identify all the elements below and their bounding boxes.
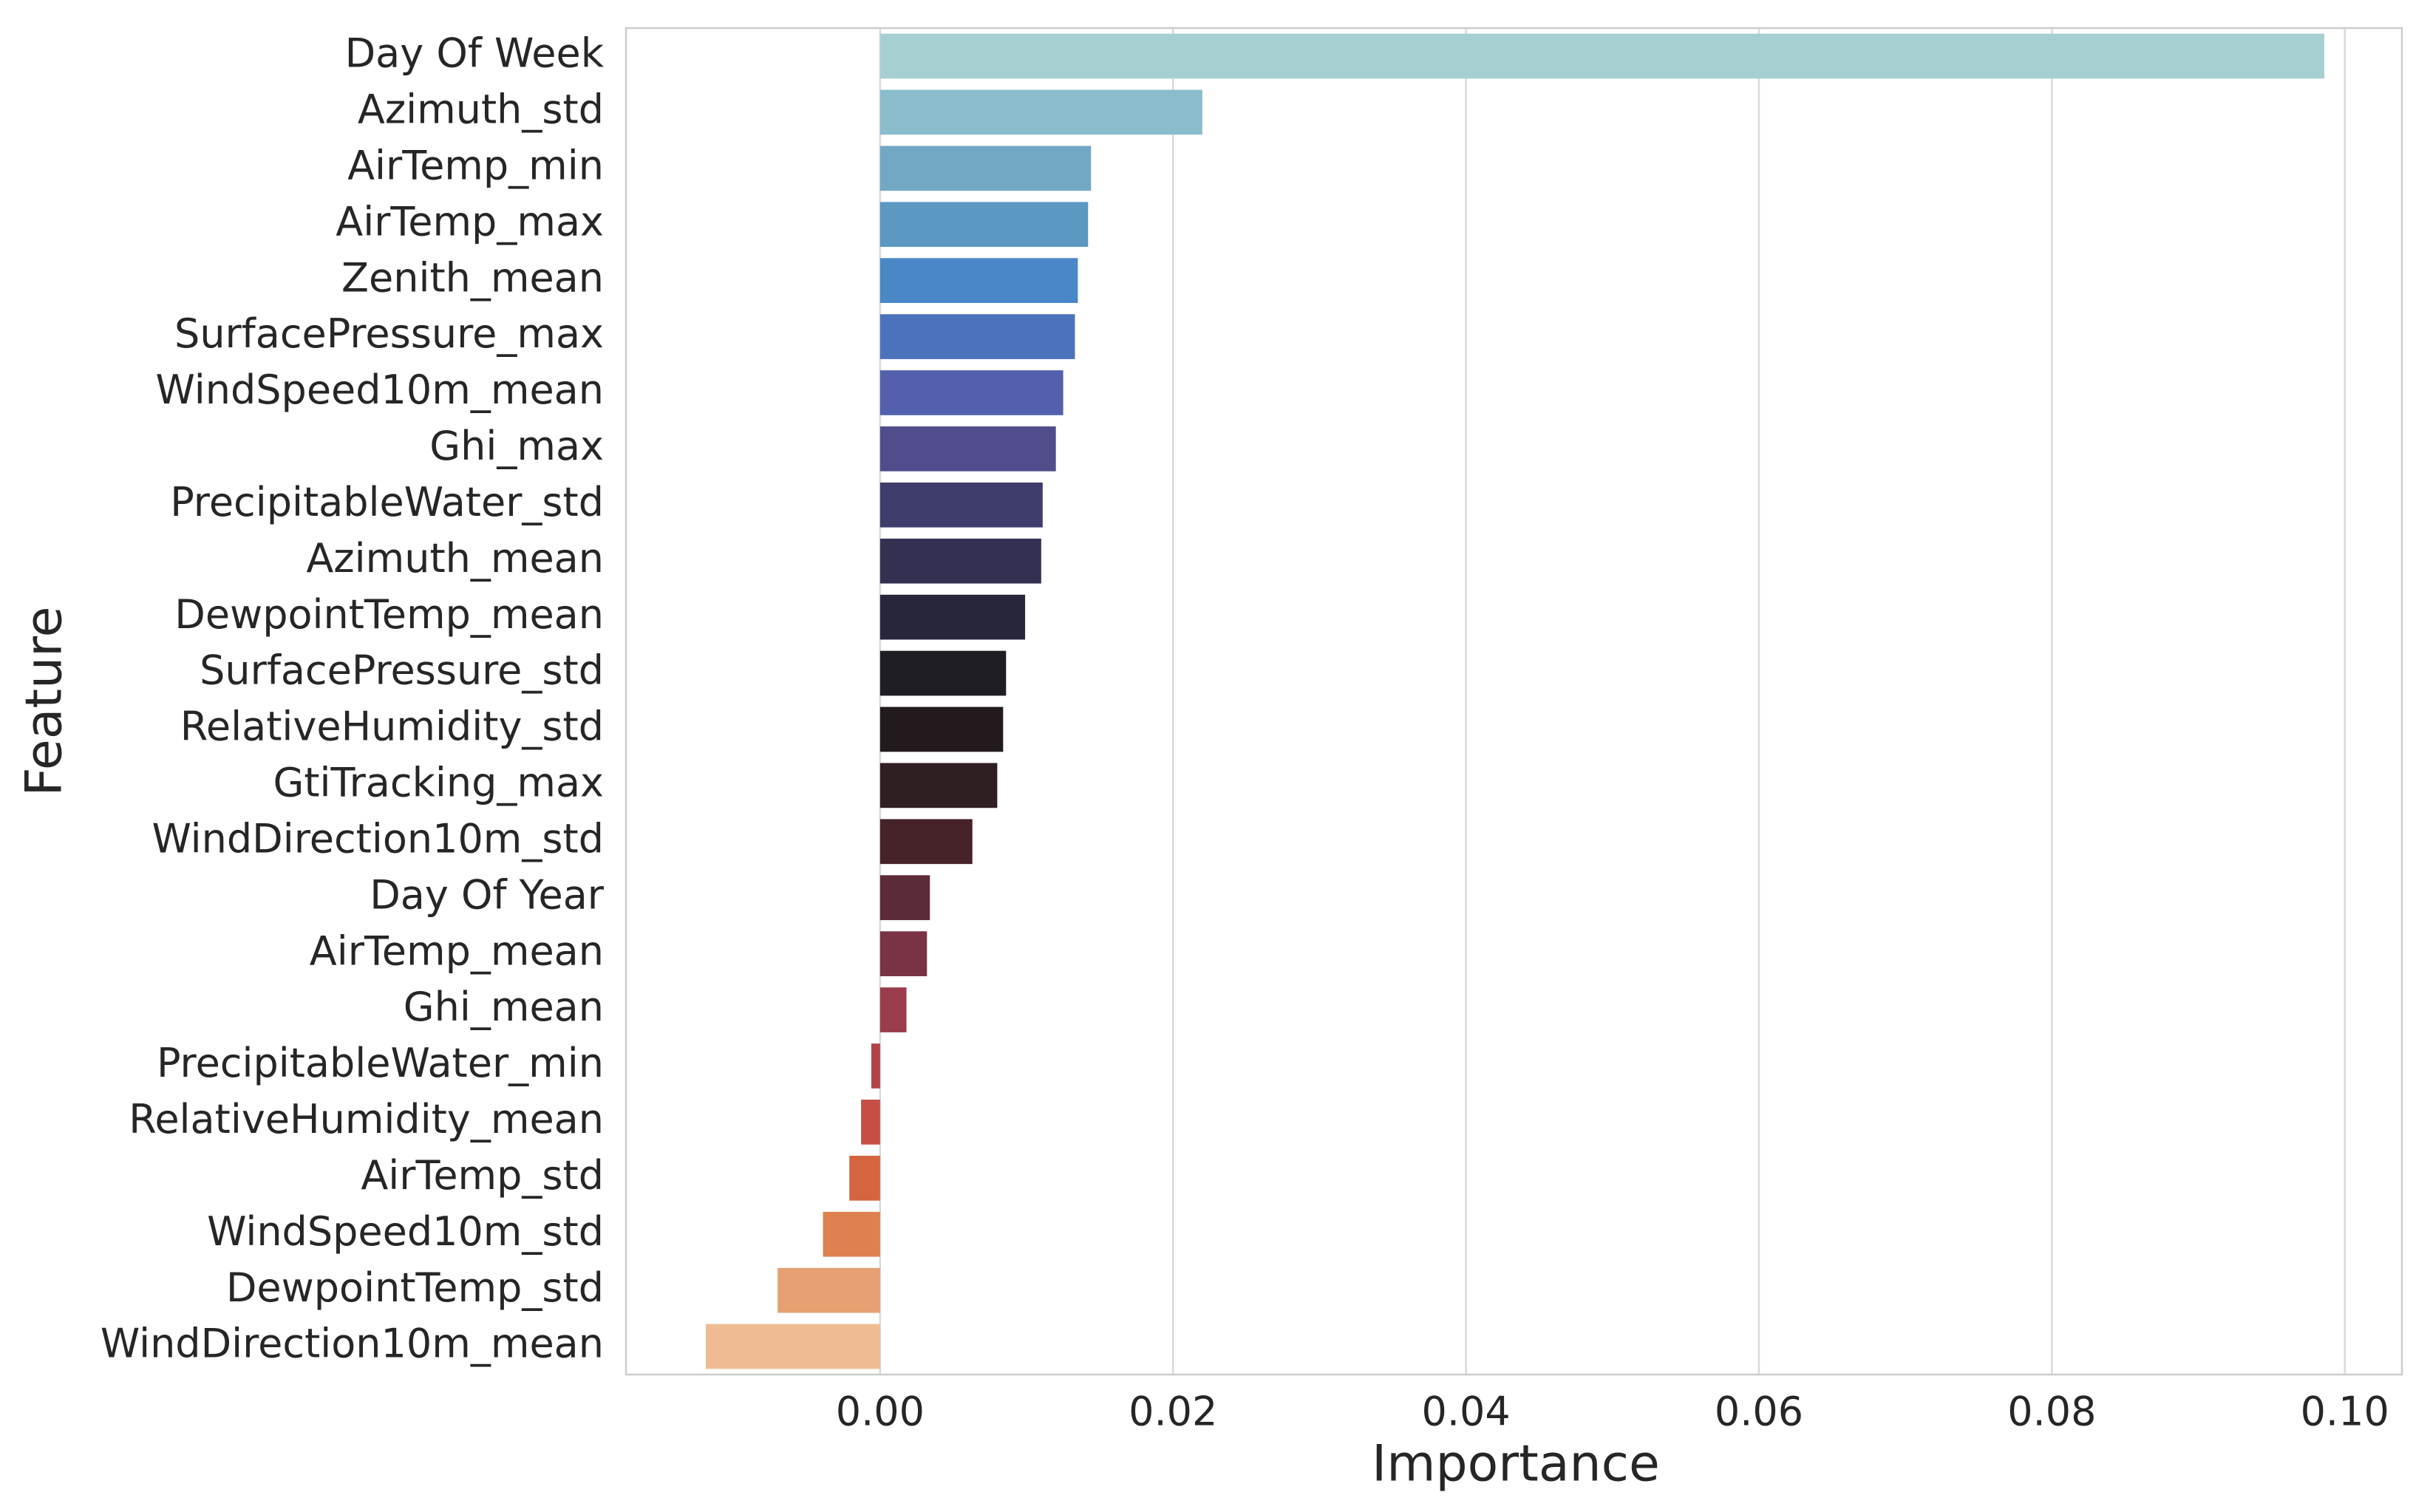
x-tick-label: 0.02 [1129, 1389, 1217, 1435]
y-tick-label: WindDirection10m_std [152, 815, 604, 862]
y-tick-label: GtiTracking_max [273, 760, 604, 806]
bar [879, 33, 2324, 79]
bar [879, 314, 1075, 359]
bar [879, 370, 1063, 415]
bar [879, 482, 1043, 528]
x-axis-label: Importance [1372, 1435, 1660, 1494]
y-tick-label: Ghi_mean [404, 984, 604, 1030]
y-tick-label: WindDirection10m_mean [101, 1321, 604, 1367]
y-tick-label: Day Of Year [370, 871, 605, 918]
y-tick-label: WindSpeed10m_std [207, 1208, 604, 1255]
y-tick-label: RelativeHumidity_std [180, 704, 604, 750]
plot-frame [624, 27, 2403, 1376]
y-tick-label: Day Of Week [345, 30, 605, 77]
bar [879, 258, 1078, 303]
y-tick-label: WindSpeed10m_mean [156, 367, 604, 413]
y-tick-label: PrecipitableWater_std [170, 479, 604, 525]
y-tick-label: AirTemp_std [361, 1152, 604, 1199]
y-tick-label: AirTemp_max [336, 198, 604, 245]
bar [879, 819, 973, 865]
bar [879, 650, 1007, 696]
y-tick-label: SurfacePressure_max [174, 310, 604, 357]
y-tick-label: AirTemp_mean [310, 927, 604, 974]
x-tick-label: 0.06 [1715, 1389, 1803, 1435]
bar [823, 1211, 880, 1257]
y-tick-label: Ghi_max [429, 423, 604, 469]
y-tick-label: PrecipitableWater_min [157, 1040, 604, 1086]
bar [879, 426, 1056, 471]
y-axis-label: Feature [16, 607, 74, 797]
bar [879, 538, 1041, 584]
y-tick-label: AirTemp_min [347, 142, 604, 188]
bar [879, 931, 928, 976]
x-tick-label: 0.10 [2301, 1389, 2389, 1435]
bar [879, 594, 1026, 640]
bar [706, 1324, 880, 1369]
y-tick-label: Azimuth_std [358, 86, 604, 133]
bar [777, 1267, 880, 1313]
bar [879, 763, 998, 808]
bar [879, 987, 907, 1032]
y-tick-label: DewpointTemp_mean [174, 591, 604, 638]
x-tick-label: 0.04 [1421, 1389, 1510, 1435]
y-tick-label: Azimuth_mean [306, 535, 604, 582]
bar [861, 1100, 880, 1145]
x-tick-label: 0.08 [2007, 1389, 2096, 1435]
bar [871, 1043, 880, 1089]
y-tick-label: DewpointTemp_std [226, 1264, 604, 1311]
x-tick-label: 0.00 [836, 1389, 925, 1435]
y-tick-label: RelativeHumidity_mean [129, 1096, 604, 1142]
bar [879, 89, 1202, 135]
y-tick-label: Zenith_mean [341, 254, 604, 301]
bar [879, 146, 1092, 191]
y-tick-label: SurfacePressure_std [200, 647, 604, 694]
bar [849, 1155, 880, 1201]
bar [879, 875, 930, 921]
bar [879, 202, 1089, 248]
bar [879, 706, 1004, 752]
